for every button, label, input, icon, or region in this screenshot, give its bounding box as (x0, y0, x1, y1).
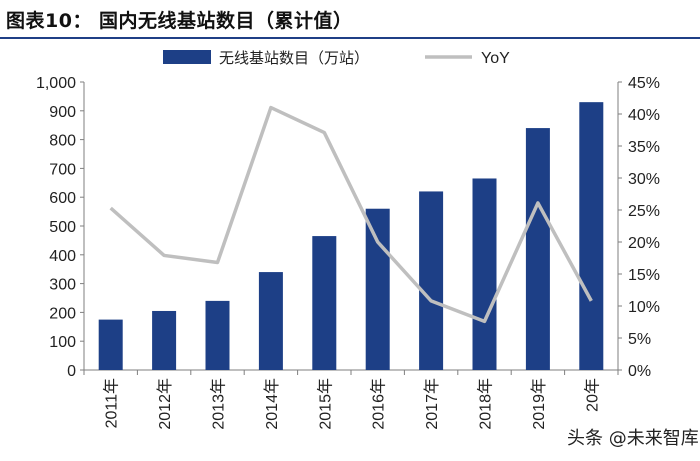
watermark: 头条 @未来智库 (567, 418, 699, 458)
y-left-tick-label: 300 (49, 277, 76, 294)
x-tick-label: 2012年 (156, 378, 174, 430)
bar-20年 (579, 102, 604, 370)
bar-2016年 (365, 208, 390, 370)
y-left-tick-label: 100 (49, 334, 76, 351)
legend-line-label: YoY (481, 50, 510, 67)
title-underline (0, 37, 700, 39)
y-right-tick-label: 10% (628, 299, 660, 316)
y-right-tick-label: 30% (628, 171, 660, 188)
y-right-tick-label: 45% (628, 75, 660, 92)
x-tick-label: 2016年 (370, 378, 388, 430)
x-tick-label: 2018年 (477, 378, 495, 430)
y-right-tick-label: 35% (628, 139, 660, 156)
x-tick-label: 2019年 (530, 378, 548, 430)
watermark-text: 头条 @未来智库 (567, 428, 699, 449)
x-tick-label: 2015年 (316, 378, 334, 430)
y-left-tick-label: 0 (67, 363, 76, 380)
bar-2013年 (205, 300, 230, 370)
bar-2014年 (258, 272, 283, 370)
legend-bar-swatch (163, 50, 211, 64)
legend-bar-label: 无线基站数目（万站） (219, 50, 369, 67)
bar-2019年 (525, 128, 550, 370)
bar-2015年 (312, 236, 337, 370)
y-left-tick-label: 800 (49, 133, 76, 150)
x-tick-label: 2014年 (263, 378, 281, 430)
figure-header: 图表10： 国内无线基站数目（累计值） (0, 0, 700, 39)
yoy-line (109, 105, 593, 324)
x-tick-label: 20年 (583, 378, 601, 412)
y-left-tick-label: 700 (49, 161, 76, 178)
bar-2012年 (152, 310, 177, 370)
y-left-tick-label: 600 (49, 190, 76, 207)
y-right-tick-label: 40% (628, 107, 660, 124)
y-left-tick-label: 900 (49, 104, 76, 121)
y-right-tick-label: 0% (628, 363, 651, 380)
bar-2011年 (98, 319, 123, 370)
y-left-tick-label: 200 (49, 305, 76, 322)
y-left-tick-label: 400 (49, 248, 76, 265)
bar-2017年 (419, 191, 444, 370)
y-right-tick-label: 25% (628, 203, 660, 220)
x-tick-label: 2011年 (103, 378, 121, 428)
x-tick-label: 2013年 (210, 378, 228, 430)
y-left-tick-label: 1,000 (36, 75, 76, 92)
x-tick-label: 2017年 (423, 378, 441, 430)
y-right-tick-label: 5% (628, 331, 651, 348)
y-right-tick-label: 20% (628, 235, 660, 252)
bar-2018年 (472, 178, 497, 370)
figure-title: 图表10： 国内无线基站数目（累计值） (6, 10, 353, 32)
y-left-tick-label: 500 (49, 219, 76, 236)
y-right-tick-label: 15% (628, 267, 660, 284)
